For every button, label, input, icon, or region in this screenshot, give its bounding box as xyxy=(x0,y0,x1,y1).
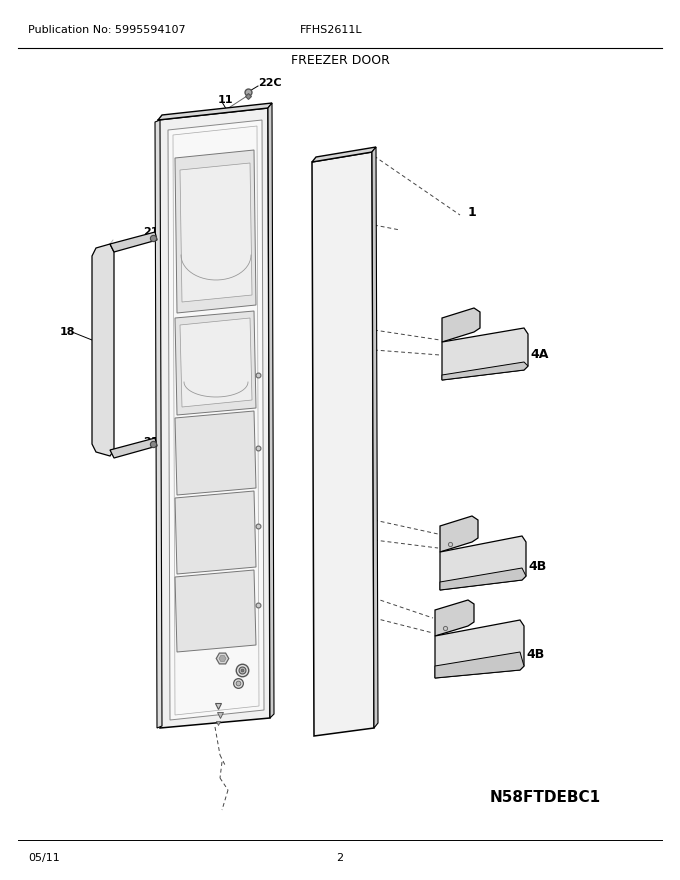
Polygon shape xyxy=(168,120,264,720)
Polygon shape xyxy=(442,308,480,342)
Polygon shape xyxy=(435,620,524,678)
Polygon shape xyxy=(92,244,114,456)
Text: 21: 21 xyxy=(143,227,158,237)
Polygon shape xyxy=(180,318,252,407)
Text: 13A: 13A xyxy=(170,653,194,663)
Polygon shape xyxy=(155,120,162,728)
Polygon shape xyxy=(268,103,274,718)
Text: 22C: 22C xyxy=(258,78,282,88)
Text: 4A: 4A xyxy=(530,348,548,361)
Polygon shape xyxy=(440,536,526,590)
Polygon shape xyxy=(435,652,524,678)
Text: N58FTDEBC1: N58FTDEBC1 xyxy=(490,790,601,805)
Text: FREEZER DOOR: FREEZER DOOR xyxy=(290,54,390,67)
Polygon shape xyxy=(312,152,374,736)
Polygon shape xyxy=(158,103,272,120)
Text: Publication No: 5995594107: Publication No: 5995594107 xyxy=(28,25,186,35)
Polygon shape xyxy=(175,150,256,313)
Text: 05/11: 05/11 xyxy=(28,853,60,863)
Text: 4B: 4B xyxy=(526,648,544,661)
Polygon shape xyxy=(435,600,474,636)
Polygon shape xyxy=(175,491,256,574)
Text: 21: 21 xyxy=(143,437,158,447)
Polygon shape xyxy=(175,570,256,652)
Text: 18: 18 xyxy=(60,327,75,337)
Polygon shape xyxy=(175,311,256,415)
Text: 2: 2 xyxy=(337,853,343,863)
Polygon shape xyxy=(440,516,478,552)
Text: 1: 1 xyxy=(468,207,477,219)
Text: FFHS2611L: FFHS2611L xyxy=(300,25,362,35)
Text: 11: 11 xyxy=(218,95,233,105)
Polygon shape xyxy=(110,232,157,252)
Polygon shape xyxy=(158,108,270,728)
Polygon shape xyxy=(372,147,378,728)
Polygon shape xyxy=(180,163,252,302)
Polygon shape xyxy=(175,411,256,495)
Polygon shape xyxy=(173,126,259,715)
Text: 4B: 4B xyxy=(528,560,546,573)
Text: 21A: 21A xyxy=(198,713,222,723)
Polygon shape xyxy=(442,328,528,380)
Text: 22A: 22A xyxy=(248,681,272,691)
Polygon shape xyxy=(312,147,376,162)
Polygon shape xyxy=(110,438,157,458)
Polygon shape xyxy=(440,568,526,590)
Polygon shape xyxy=(442,362,528,380)
